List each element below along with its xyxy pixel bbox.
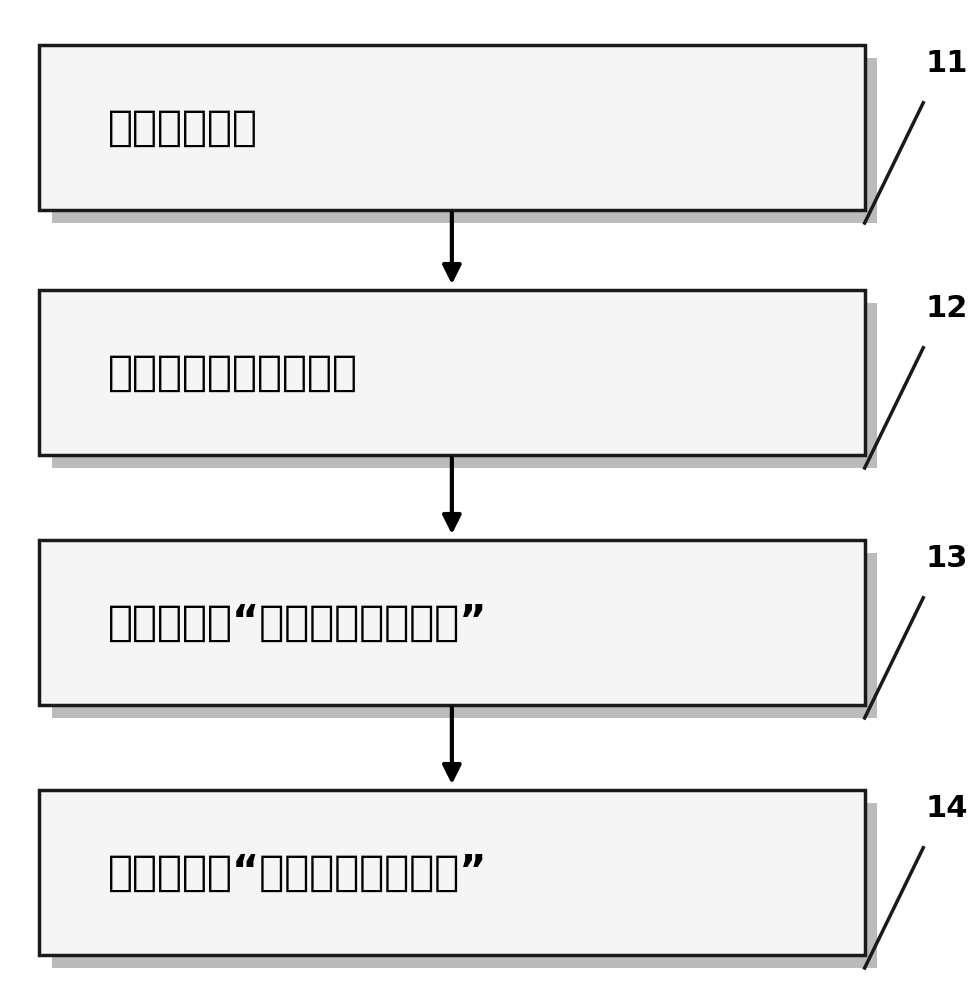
Text: 11: 11 <box>925 49 968 78</box>
Bar <box>39 790 865 955</box>
Text: 控制方法之“雷管芯片现场起爆”: 控制方法之“雷管芯片现场起爆” <box>107 852 487 894</box>
Bar <box>39 290 865 455</box>
Bar <box>52 58 877 223</box>
Text: 14: 14 <box>925 794 968 823</box>
Text: 12: 12 <box>925 294 967 323</box>
Bar <box>52 553 877 718</box>
Text: 数码电子雷管芯片结构: 数码电子雷管芯片结构 <box>107 351 358 393</box>
Text: 双线总线结构: 双线总线结构 <box>107 106 258 148</box>
Text: 控制方法之“雷管芯片信息注入”: 控制方法之“雷管芯片信息注入” <box>107 601 487 644</box>
Bar <box>52 803 877 968</box>
Bar <box>39 45 865 210</box>
Bar <box>39 540 865 705</box>
Bar <box>52 303 877 468</box>
Text: 13: 13 <box>925 544 967 573</box>
